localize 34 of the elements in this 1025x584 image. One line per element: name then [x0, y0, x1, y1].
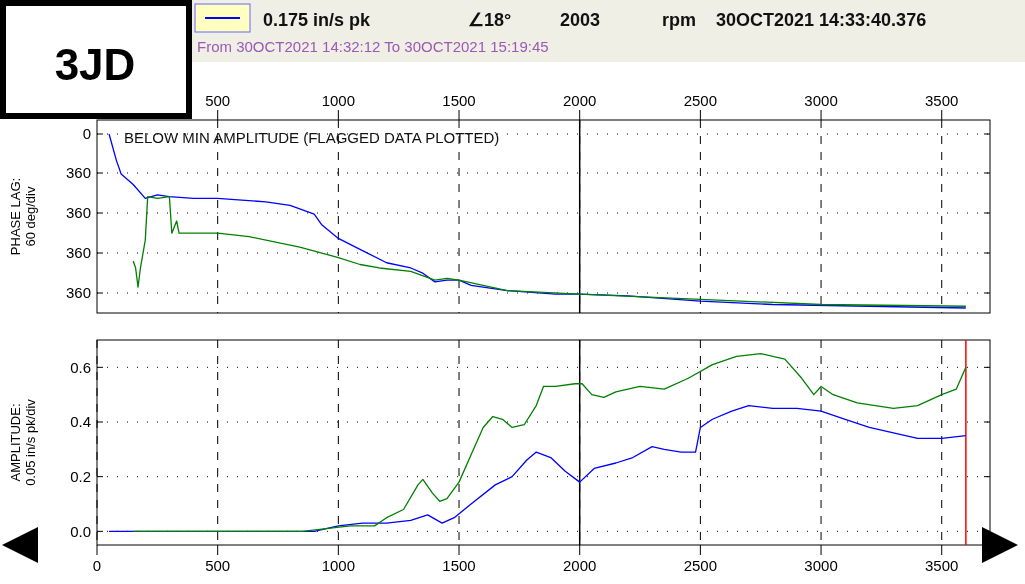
y-axis-title: PHASE LAG: 60 deg/div — [8, 177, 38, 256]
text: 2003 — [560, 10, 601, 30]
text: 360 — [65, 284, 91, 301]
text: 3JD — [54, 40, 136, 89]
x-tick-label: 3000 — [804, 92, 838, 109]
y-tick-label: 0.4 — [70, 413, 91, 431]
text: From 30OCT2021 14:32:12 To 30OCT2021 15:19:45 — [197, 38, 549, 55]
text: 30OCT2021 14:33:40.376 — [716, 10, 927, 30]
x-tick-label: 3500 — [925, 92, 959, 109]
y-tick-label: 0.2 — [70, 467, 91, 485]
x-tick-label: 0 — [92, 557, 102, 574]
text: ∠18° — [468, 10, 512, 30]
text: rpm — [662, 10, 697, 30]
text: 360 — [65, 204, 91, 221]
x-tick-label: 1000 — [321, 557, 356, 574]
x-tick-label: 1500 — [442, 557, 476, 574]
annotation: BELOW MIN AMPLITUDE (FLAGGED DATA PLOTTED) — [124, 129, 500, 146]
text: 0.175 in/s pk — [263, 10, 372, 30]
y-tick-label: 0.0 — [70, 522, 91, 540]
x-tick-label: 2000 — [563, 557, 597, 574]
x-tick-label: 3500 — [925, 557, 959, 574]
x-tick-label: 2000 — [563, 92, 597, 109]
x-tick-label: 1000 — [321, 92, 356, 109]
x-tick-label: 500 — [205, 557, 231, 574]
text: 0 — [82, 125, 91, 142]
y-tick-label: 0.6 — [70, 358, 91, 376]
x-tick-label: 2500 — [683, 557, 718, 574]
x-tick-label: 500 — [205, 92, 231, 109]
text: 360 — [65, 164, 91, 181]
x-tick-label: 2500 — [683, 92, 718, 109]
x-tick-label: 1500 — [442, 92, 476, 109]
x-tick-label: 3000 — [804, 557, 838, 574]
y-axis-title: AMPLITUDE: 0.05 in/s pk/div — [8, 398, 38, 486]
text: 360 — [65, 244, 91, 261]
